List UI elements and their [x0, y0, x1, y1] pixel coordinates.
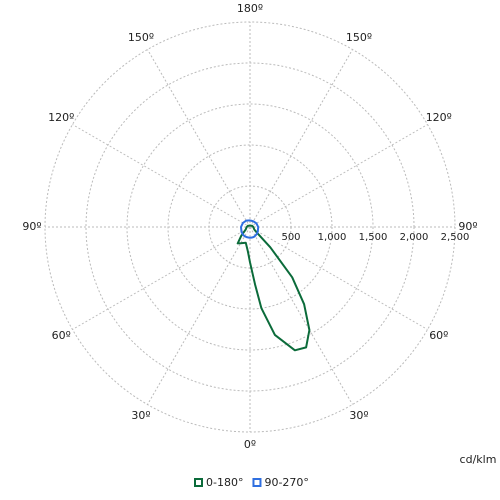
angle-label: 90º: [22, 220, 41, 233]
grid-spoke: [249, 124, 428, 228]
angle-label: 60º: [429, 329, 448, 342]
legend-label: 0-180°: [206, 476, 243, 489]
angle-label: 180º: [237, 2, 263, 15]
angle-label: 30º: [349, 409, 368, 422]
unit-label: cd/klm: [460, 453, 497, 466]
grid-spoke: [147, 49, 251, 228]
angle-label: 120º: [48, 111, 74, 124]
grid-spoke: [249, 49, 353, 228]
series-line: [240, 219, 260, 239]
angle-label: 30º: [131, 409, 150, 422]
grid-spoke: [72, 124, 251, 228]
grid-spoke: [72, 226, 251, 330]
angle-label: 90º: [458, 220, 477, 233]
r-tick-label: 500: [281, 232, 300, 243]
angle-label: 150º: [346, 31, 372, 44]
r-tick-label: 2,000: [400, 232, 429, 243]
angle-label: 60º: [52, 329, 71, 342]
grid-spoke: [147, 226, 251, 405]
grid-ring: [126, 103, 374, 351]
r-tick-label: 2,500: [441, 232, 470, 243]
angle-label: 120º: [426, 111, 452, 124]
angle-label: 0º: [244, 438, 256, 451]
legend-label: 90-270°: [264, 476, 308, 489]
r-tick-label: 1,000: [318, 232, 347, 243]
series-line: [236, 224, 311, 352]
legend-swatch: [194, 478, 203, 487]
r-tick-label: 1,500: [359, 232, 388, 243]
legend-swatch: [252, 478, 262, 487]
angle-label: 150º: [128, 31, 154, 44]
